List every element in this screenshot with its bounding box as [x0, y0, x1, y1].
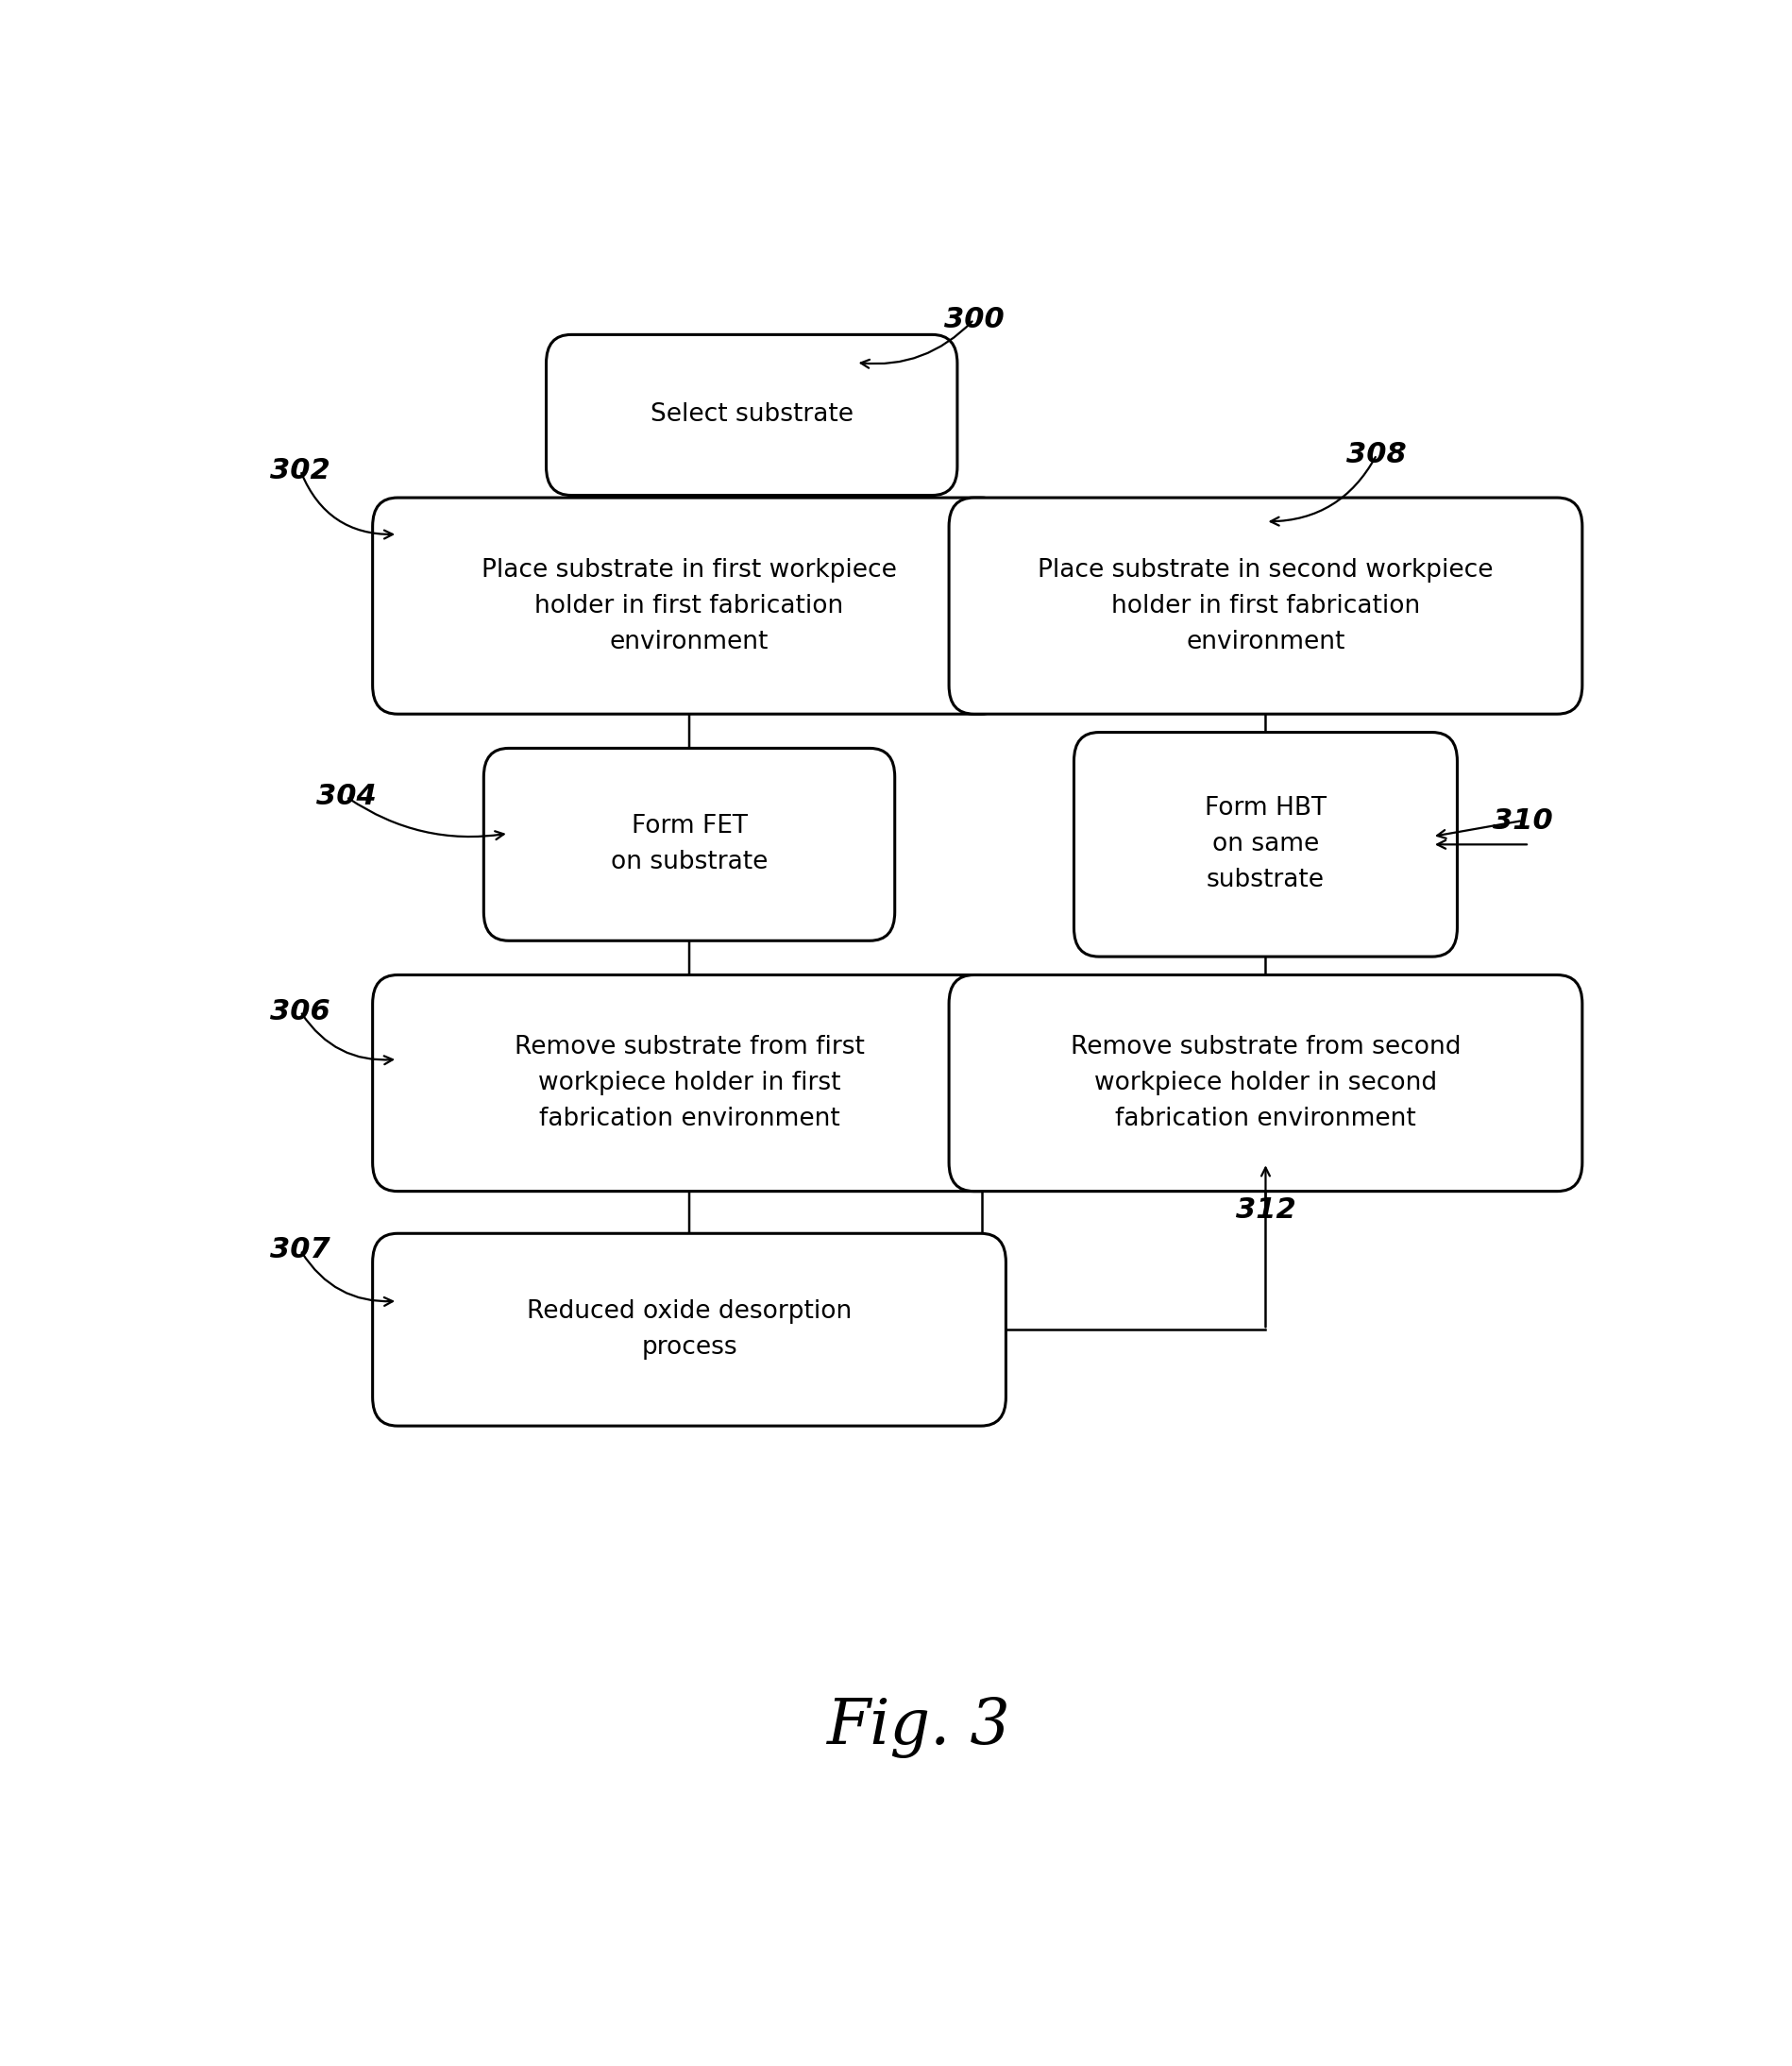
- Text: Place substrate in second workpiece
holder in first fabrication
environment: Place substrate in second workpiece hold…: [1038, 558, 1493, 655]
- FancyBboxPatch shape: [950, 975, 1582, 1192]
- Text: 300: 300: [944, 306, 1004, 333]
- Text: 310: 310: [1493, 808, 1552, 835]
- FancyBboxPatch shape: [373, 498, 1005, 715]
- Text: 308: 308: [1346, 440, 1407, 469]
- Text: Place substrate in first workpiece
holder in first fabrication
environment: Place substrate in first workpiece holde…: [482, 558, 898, 655]
- FancyBboxPatch shape: [484, 748, 894, 940]
- Text: Form HBT
on same
substrate: Form HBT on same substrate: [1204, 795, 1326, 893]
- Text: Form FET
on substrate: Form FET on substrate: [611, 814, 767, 874]
- Text: Remove substrate from first
workpiece holder in first
fabrication environment: Remove substrate from first workpiece ho…: [514, 1035, 864, 1132]
- FancyBboxPatch shape: [1073, 731, 1457, 957]
- Text: 302: 302: [271, 457, 330, 483]
- FancyBboxPatch shape: [950, 498, 1582, 715]
- Text: 306: 306: [271, 998, 330, 1025]
- FancyBboxPatch shape: [373, 975, 1005, 1192]
- FancyBboxPatch shape: [373, 1233, 1005, 1426]
- Text: Fig. 3: Fig. 3: [826, 1696, 1011, 1758]
- Text: Reduced oxide desorption
process: Reduced oxide desorption process: [527, 1300, 851, 1359]
- Text: 307: 307: [271, 1235, 330, 1264]
- FancyBboxPatch shape: [547, 335, 957, 496]
- Text: Select substrate: Select substrate: [650, 403, 853, 428]
- Text: 312: 312: [1235, 1196, 1296, 1223]
- Text: 304: 304: [315, 783, 376, 810]
- Text: Remove substrate from second
workpiece holder in second
fabrication environment: Remove substrate from second workpiece h…: [1070, 1035, 1460, 1132]
